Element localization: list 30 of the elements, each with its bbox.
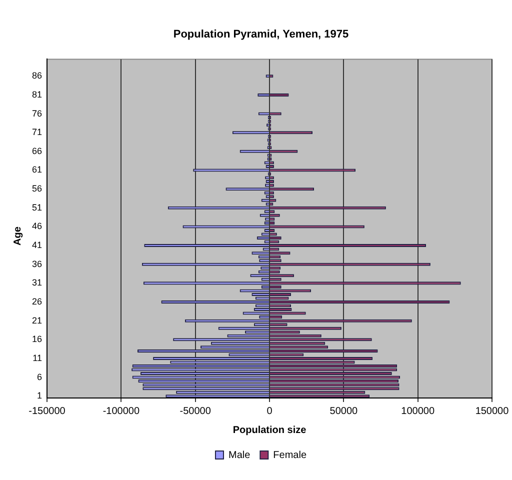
y-tick-label: 41 (32, 240, 42, 250)
y-tick-label: 66 (32, 146, 42, 156)
x-tick-label: 100000 (401, 406, 435, 417)
chart-title: Population Pyramid, Yemen, 1975 (173, 28, 349, 41)
x-tick-label: 50000 (330, 406, 358, 417)
y-tick-label: 76 (32, 108, 42, 118)
x-tick-label: -100000 (102, 406, 140, 417)
y-tick-label: 81 (32, 89, 42, 100)
legend-label: Male (228, 450, 251, 461)
y-axis-title: Age (12, 226, 24, 246)
y-tick-label: 56 (32, 184, 42, 194)
y-tick-label: 16 (32, 334, 42, 344)
y-tick-label: 46 (32, 221, 42, 232)
y-tick-label: 61 (32, 164, 42, 175)
x-axis-title: Population size (232, 424, 307, 436)
y-tick-label: 86 (32, 70, 42, 81)
x-tick-label: 150000 (475, 406, 510, 417)
x-tick-label: -50000 (180, 406, 212, 417)
x-tick-label: 0 (266, 406, 273, 417)
x-tick-label: -150000 (28, 406, 66, 417)
y-tick-label: 51 (32, 202, 42, 212)
y-tick-label: 31 (32, 278, 42, 288)
y-tick-label: 71 (32, 127, 42, 138)
y-tick-label: 21 (32, 315, 42, 326)
y-tick-label: 36 (32, 258, 42, 269)
legend-label: Female (273, 450, 307, 461)
y-tick-label: 6 (36, 372, 42, 382)
y-tick-label: 1 (36, 390, 42, 401)
y-tick-label: 26 (32, 296, 42, 306)
y-tick-label: 11 (32, 352, 42, 363)
